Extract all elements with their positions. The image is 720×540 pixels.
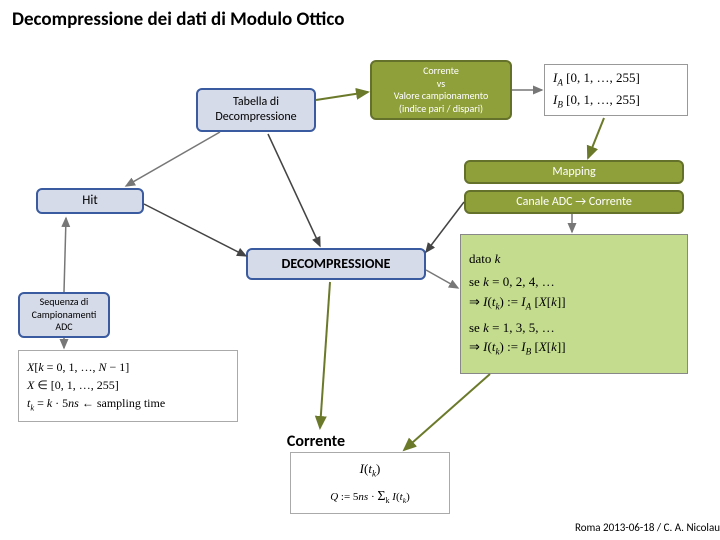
label-corrente: Corrente — [276, 432, 356, 451]
formula-datok-box: dato k se k = 0, 2, 4, … ⇒ I(tk) := IA [… — [460, 234, 688, 374]
box-hit-label: Hit — [82, 193, 97, 209]
box-mapping-label: Mapping — [552, 165, 595, 180]
formula-Itk-B: ⇒ I(tk) := IB [X[k]] — [469, 337, 679, 359]
box-hit: Hit — [36, 188, 144, 214]
formula-Itk-Q-box: I(tk) Q := 5ns · Σk I(tk) — [290, 452, 450, 514]
box-canale: Canale ADC → Corrente — [464, 190, 684, 214]
formula-sek-even: se k = 0, 2, 4, … — [469, 272, 679, 292]
formula-Itk-A: ⇒ I(tk) := IA [X[k]] — [469, 292, 679, 314]
formula-Xk-box: X[k = 0, 1, …, N − 1] X ∈ [0, 1, …, 255]… — [18, 350, 238, 422]
formula-sek-odd: se k = 1, 3, 5, … — [469, 318, 679, 338]
formula-IA-IB: IA [0, 1, …, 255] IB [0, 1, …, 255] — [544, 64, 688, 116]
box-canale-label: Canale ADC → Corrente — [516, 195, 632, 210]
footer: Roma 2013-06-18 / C. A. Nicolau — [575, 521, 720, 534]
formula-datok: dato k — [469, 249, 679, 269]
formula-Xk: X[k = 0, 1, …, N − 1] — [27, 358, 229, 376]
box-corrente-vs: Corrente vs Valore campionamento (indice… — [370, 60, 512, 120]
box-sequenza: Sequenza di Campionamenti ADC — [18, 292, 110, 338]
box-tabella: Tabella di Decompressione — [196, 88, 316, 132]
formula-Itk: I(tk) — [360, 459, 381, 481]
formula-IB: IB [0, 1, …, 255] — [553, 90, 679, 112]
formula-IA: IA [0, 1, …, 255] — [553, 68, 679, 90]
box-decompressione-label: DECOMPRESSIONE — [282, 255, 391, 273]
box-corrente-vs-label: Corrente vs Valore campionamento (indice… — [394, 65, 489, 115]
formula-Q: Q := 5ns · Σk I(tk) — [330, 486, 410, 507]
box-sequenza-label: Sequenza di Campionamenti ADC — [32, 296, 97, 334]
box-tabella-label: Tabella di Decompressione — [215, 95, 296, 125]
label-corrente-text: Corrente — [287, 432, 345, 451]
box-decompressione: DECOMPRESSIONE — [246, 248, 426, 280]
page-title: Decompressione dei dati di Modulo Ottico — [12, 8, 344, 31]
formula-Xrange: X ∈ [0, 1, …, 255] — [27, 376, 229, 394]
box-mapping: Mapping — [464, 160, 684, 184]
formula-tk: tk = k · 5ns ← sampling time — [27, 394, 229, 415]
